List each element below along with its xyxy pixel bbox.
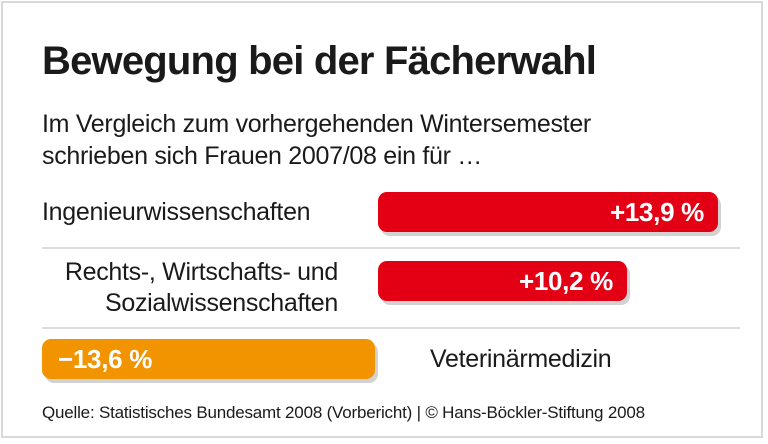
category-label-rechts-wirtschafts-sozialwissenschaften: Rechts-, Wirtschafts- und Sozialwissensch…	[42, 257, 338, 321]
bar-veterinaermedizin: −13,6 %	[42, 339, 375, 379]
category-label-veterinaermedizin: Veterinärmedizin	[430, 344, 612, 373]
subtitle-line-1: Im Vergleich zum vorhergehenden Winterse…	[42, 110, 591, 138]
value-label-ingenieurwissenschaften: +13,9 %	[609, 196, 704, 227]
category-label-line-2: Sozialwissenschaften	[104, 289, 338, 317]
category-label-line-1: Rechts-, Wirtschafts- und	[64, 258, 338, 286]
category-label-ingenieurwissenschaften: Ingenieurwissenschaften	[42, 197, 311, 226]
source-credit: Quelle: Statistisches Bundesamt 2008 (Vo…	[42, 403, 645, 422]
bar-ingenieurwissenschaften: +13,9 %	[378, 192, 718, 232]
page-title: Bewegung bei der Fächerwahl	[42, 39, 597, 83]
row-divider	[42, 327, 740, 329]
chart-subtitle: Im Vergleich zum vorhergehenden Winterse…	[42, 108, 722, 172]
value-label-veterinaermedizin: −13,6 %	[58, 343, 153, 374]
subtitle-line-2: schrieben sich Frauen 2007/08 ein für …	[42, 142, 482, 170]
row-divider	[42, 247, 740, 249]
bar-rechts-wirtschafts-sozialwissenschaften: +10,2 %	[378, 261, 627, 301]
value-label-rechts-wirtschafts-sozialwissenschaften: +10,2 %	[518, 265, 613, 296]
